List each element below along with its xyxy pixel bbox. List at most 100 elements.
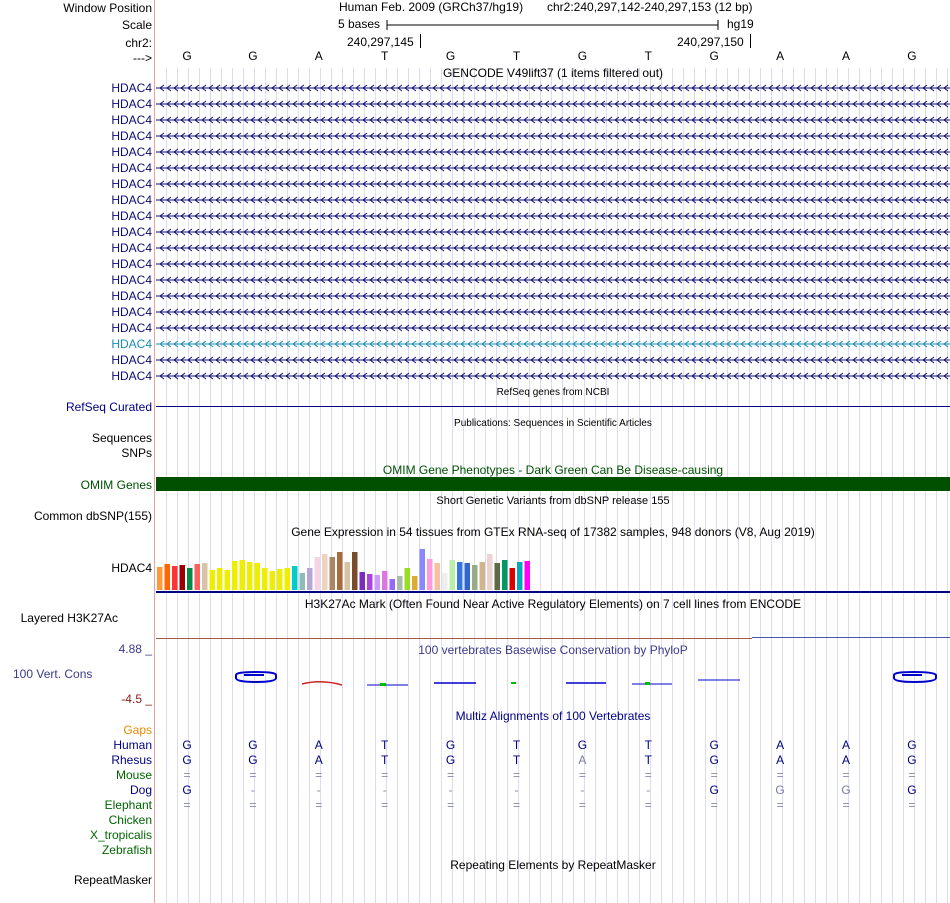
gencode-transcript-line[interactable] xyxy=(156,83,950,93)
gtex-tissue-bar[interactable] xyxy=(247,562,253,590)
gencode-gene-label[interactable]: HDAC4 xyxy=(111,369,152,383)
h3k27ac-label[interactable]: Layered H3K27Ac xyxy=(20,611,118,625)
gtex-tissue-bar[interactable] xyxy=(472,565,478,590)
gtex-tissue-bar[interactable] xyxy=(307,568,313,590)
gtex-tissue-bar[interactable] xyxy=(164,564,171,590)
gencode-gene-label[interactable]: HDAC4 xyxy=(111,177,152,191)
gtex-tissue-bar[interactable] xyxy=(254,563,261,590)
gtex-tissue-bar[interactable] xyxy=(344,562,351,590)
gencode-transcript-line[interactable] xyxy=(156,323,950,333)
gtex-tissue-bar[interactable] xyxy=(314,557,321,590)
gtex-tissue-bar[interactable] xyxy=(479,562,486,590)
gtex-tissue-bar[interactable] xyxy=(517,562,523,590)
gtex-label[interactable]: HDAC4 xyxy=(111,561,152,575)
gencode-gene-label[interactable]: HDAC4 xyxy=(111,81,152,95)
gtex-tissue-bar[interactable] xyxy=(442,573,448,590)
gtex-tissue-bar[interactable] xyxy=(322,554,328,590)
gtex-tissue-bar[interactable] xyxy=(337,552,343,590)
gencode-gene-label[interactable]: HDAC4 xyxy=(111,113,152,127)
gencode-transcript-line[interactable] xyxy=(156,115,950,125)
gencode-transcript-line[interactable] xyxy=(156,227,950,237)
gtex-tissue-bar[interactable] xyxy=(374,575,381,590)
gtex-tissue-bar[interactable] xyxy=(404,568,411,590)
refseq-line[interactable] xyxy=(156,406,950,407)
gencode-gene-label[interactable]: HDAC4 xyxy=(111,209,152,223)
gtex-tissue-bar[interactable] xyxy=(179,565,186,590)
position-text[interactable]: chr2:240,297,142-240,297,153 (12 bp) xyxy=(547,0,753,14)
gtex-tissue-bar[interactable] xyxy=(419,549,426,590)
publications-sequences-label[interactable]: Sequences xyxy=(91,431,152,445)
gtex-tissue-bar[interactable] xyxy=(239,560,246,590)
gtex-tissue-bar[interactable] xyxy=(202,563,208,590)
multiz-species-label[interactable]: X_tropicalis xyxy=(89,828,152,842)
gtex-tissue-bar[interactable] xyxy=(464,563,471,590)
gencode-gene-label[interactable]: HDAC4 xyxy=(111,193,152,207)
gtex-tissue-bar[interactable] xyxy=(412,576,418,590)
omim-label[interactable]: OMIM Genes xyxy=(80,478,152,492)
gencode-transcript-line[interactable] xyxy=(156,99,950,109)
multiz-species-label[interactable]: Elephant xyxy=(104,798,152,812)
multiz-species-label[interactable]: Rhesus xyxy=(111,753,152,767)
gencode-transcript-line[interactable] xyxy=(156,291,950,301)
gencode-transcript-line[interactable] xyxy=(156,195,950,205)
gtex-tissue-bar[interactable] xyxy=(397,576,403,590)
gencode-transcript-line[interactable] xyxy=(156,211,950,221)
gencode-gene-label[interactable]: HDAC4 xyxy=(111,305,152,319)
gtex-tissue-bar[interactable] xyxy=(299,573,306,590)
gencode-transcript-line[interactable] xyxy=(156,163,950,173)
multiz-species-label[interactable]: Chicken xyxy=(108,813,152,827)
gencode-transcript-line[interactable] xyxy=(156,355,950,365)
gtex-tissue-bar[interactable] xyxy=(494,563,501,590)
gencode-gene-label[interactable]: HDAC4 xyxy=(111,321,152,335)
gencode-gene-label[interactable]: HDAC4 xyxy=(111,161,152,175)
gtex-tissue-bar[interactable] xyxy=(427,559,433,590)
gtex-chart[interactable] xyxy=(156,540,950,594)
gtex-tissue-bar[interactable] xyxy=(262,568,268,590)
gtex-tissue-bar[interactable] xyxy=(277,569,283,590)
gencode-gene-label[interactable]: HDAC4 xyxy=(111,273,152,287)
multiz-species-label[interactable]: Zebrafish xyxy=(101,843,152,857)
gtex-tissue-bar[interactable] xyxy=(449,560,456,590)
gtex-tissue-bar[interactable] xyxy=(187,568,193,590)
phylop-logo[interactable] xyxy=(156,668,950,690)
gencode-gene-label[interactable]: HDAC4 xyxy=(111,145,152,159)
h3k27ac-signal[interactable] xyxy=(156,630,950,642)
publications-snps-label[interactable]: SNPs xyxy=(121,446,152,460)
gencode-gene-label[interactable]: HDAC4 xyxy=(111,129,152,143)
gencode-transcript-line[interactable] xyxy=(156,243,950,253)
repeatmasker-label[interactable]: RepeatMasker xyxy=(73,873,152,887)
phylop-label[interactable]: 100 Vert. Cons xyxy=(13,667,93,681)
gtex-tissue-bar[interactable] xyxy=(157,567,163,590)
multiz-gaps-label[interactable]: Gaps xyxy=(123,723,152,737)
gtex-tissue-bar[interactable] xyxy=(352,552,358,590)
gencode-transcript-line[interactable] xyxy=(156,179,950,189)
gtex-tissue-bar[interactable] xyxy=(434,563,441,590)
gtex-tissue-bar[interactable] xyxy=(457,562,463,590)
gtex-tissue-bar[interactable] xyxy=(329,557,336,590)
gencode-transcript-line[interactable] xyxy=(156,147,950,157)
multiz-species-label[interactable]: Dog xyxy=(129,783,152,797)
gtex-tissue-bar[interactable] xyxy=(359,572,366,590)
gtex-tissue-bar[interactable] xyxy=(509,568,516,590)
gtex-tissue-bar[interactable] xyxy=(172,566,178,590)
gencode-gene-label[interactable]: HDAC4 xyxy=(111,241,152,255)
gtex-tissue-bar[interactable] xyxy=(389,579,396,590)
gtex-tissue-bar[interactable] xyxy=(284,568,291,590)
gtex-tissue-bar[interactable] xyxy=(292,566,298,590)
refseq-label[interactable]: RefSeq Curated xyxy=(65,400,152,414)
gencode-gene-label[interactable]: HDAC4 xyxy=(111,353,152,367)
gtex-tissue-bar[interactable] xyxy=(194,564,201,590)
gtex-tissue-bar[interactable] xyxy=(217,568,223,590)
gencode-transcript-line[interactable] xyxy=(156,339,950,349)
multiz-species-label[interactable]: Human xyxy=(113,738,152,752)
gencode-transcript-line[interactable] xyxy=(156,259,950,269)
gencode-transcript-line[interactable] xyxy=(156,131,950,141)
gtex-tissue-bar[interactable] xyxy=(209,570,216,590)
gencode-gene-label[interactable]: HDAC4 xyxy=(111,337,152,351)
gencode-transcript-line[interactable] xyxy=(156,371,950,381)
dbsnp-label[interactable]: Common dbSNP(155) xyxy=(33,509,152,523)
omim-bar[interactable] xyxy=(156,477,950,491)
gtex-tissue-bar[interactable] xyxy=(487,554,493,590)
gencode-gene-label[interactable]: HDAC4 xyxy=(111,289,152,303)
